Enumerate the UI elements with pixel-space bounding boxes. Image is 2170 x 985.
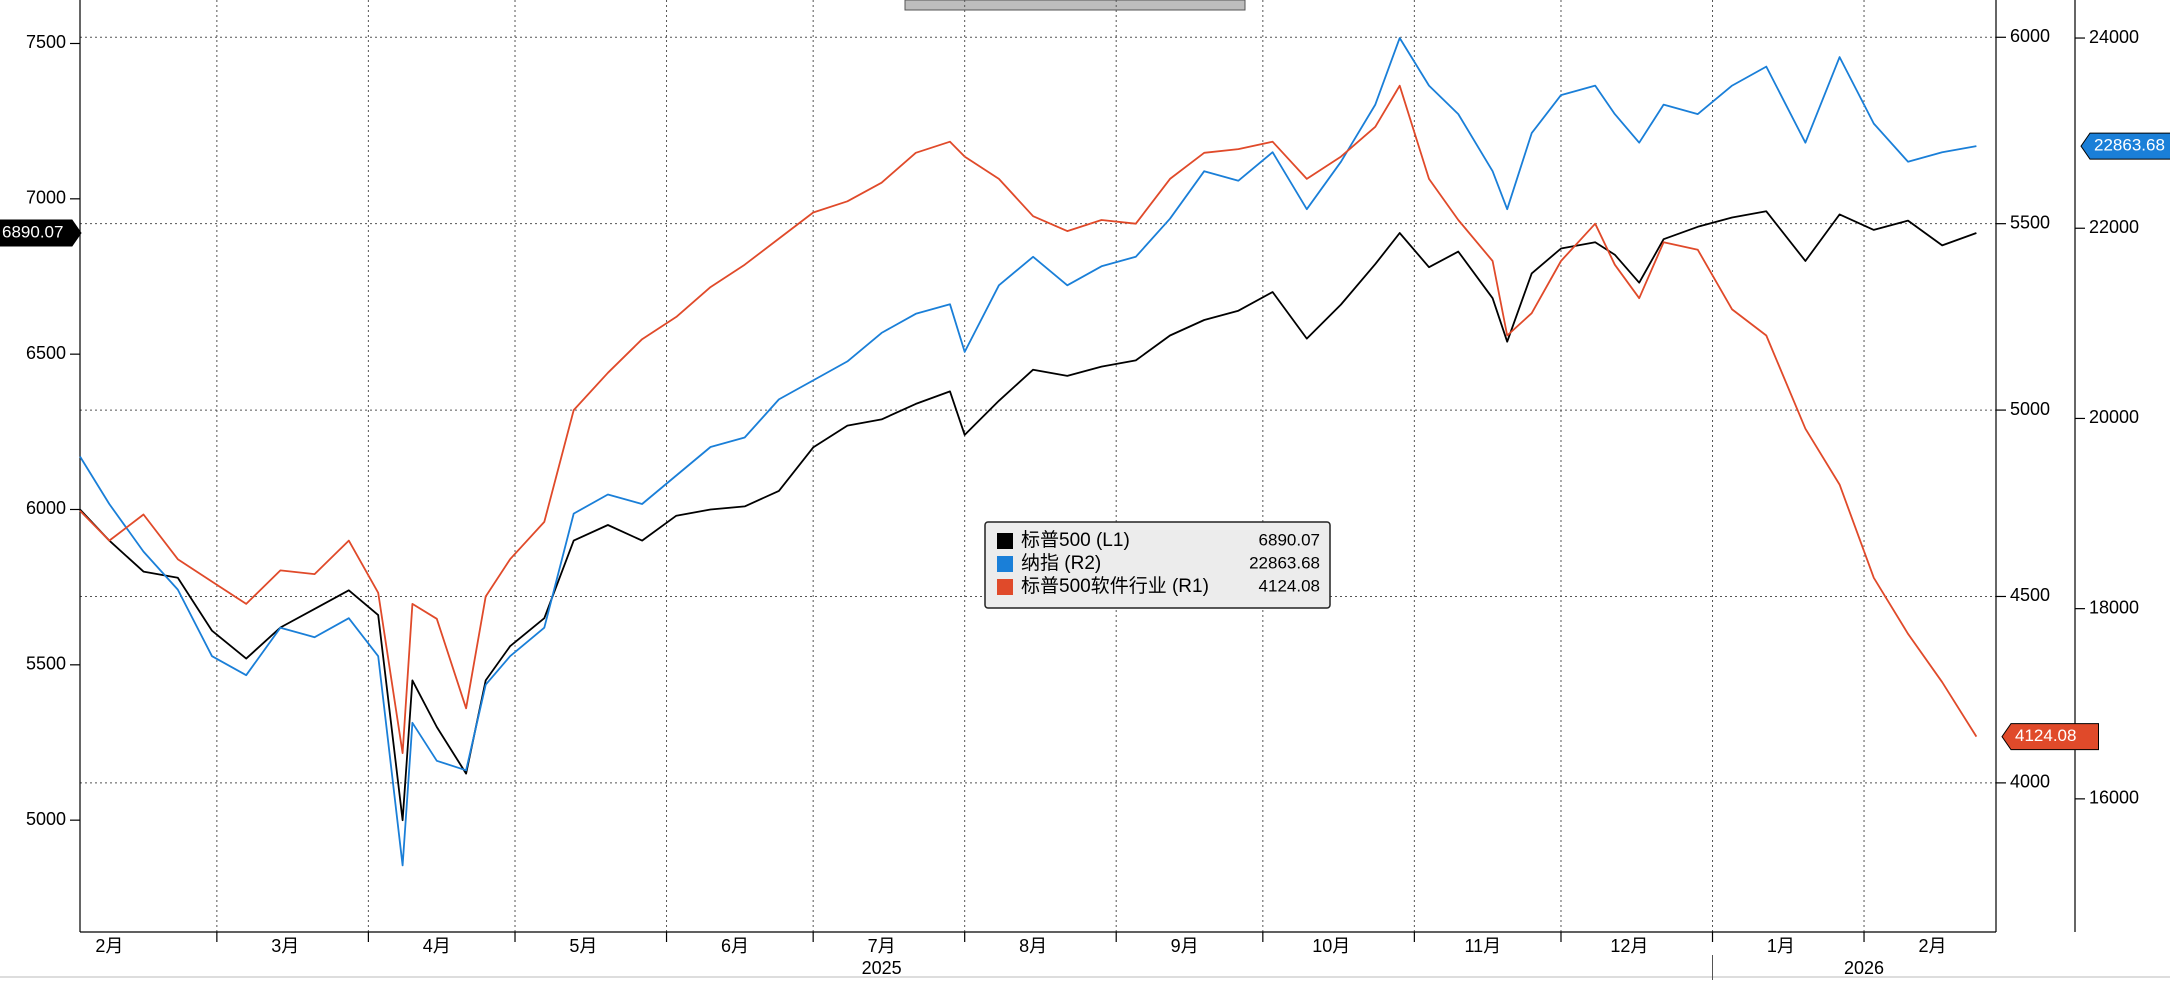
legend-swatch xyxy=(997,579,1013,595)
tick-label: 5000 xyxy=(26,809,66,829)
tick-label: 5500 xyxy=(26,654,66,674)
tick-label: 4500 xyxy=(2010,585,2050,605)
value-badge-1: 22863.68 xyxy=(2080,132,2170,160)
month-label: 6月 xyxy=(721,936,749,956)
legend-box xyxy=(984,521,1331,609)
series-line-2 xyxy=(79,84,1978,754)
month-label: 11月 xyxy=(1464,936,1501,956)
series-line-0 xyxy=(79,210,1977,822)
series-layer xyxy=(79,37,1978,867)
tick-label: 5000 xyxy=(2010,399,2050,419)
value-badge-2: 4124.08 xyxy=(2001,723,2099,751)
value-badge-text: 6890.07 xyxy=(2,222,63,241)
tick-label: 16000 xyxy=(2089,788,2139,808)
month-label: 12月 xyxy=(1610,936,1648,956)
value-badges: 6890.07 22863.68 4124.08 xyxy=(0,132,2170,751)
legend-value: 22863.68 xyxy=(1249,553,1320,572)
legend-swatch xyxy=(997,556,1013,572)
month-label: 2月 xyxy=(95,936,123,956)
tick-label: 4000 xyxy=(2010,772,2050,792)
tick-label: 6000 xyxy=(26,498,66,518)
grid xyxy=(80,0,1996,932)
value-badge-text: 22863.68 xyxy=(2094,136,2165,155)
legend-label: 标普500 (L1) xyxy=(1021,529,1130,551)
month-label: 2月 xyxy=(1918,936,1946,956)
value-badge-text: 4124.08 xyxy=(2015,726,2076,745)
month-label: 3月 xyxy=(271,936,299,956)
series-line-1 xyxy=(79,37,1977,867)
legend: 标普500 (L1) 6890.07 纳指 (R2) 22863.68 标普500软件行… xyxy=(984,521,1331,609)
month-label: 4月 xyxy=(423,936,451,956)
month-label: 1月 xyxy=(1767,936,1795,956)
tick-label: 7500 xyxy=(26,32,66,52)
month-label: 9月 xyxy=(1171,936,1199,956)
tick-label: 18000 xyxy=(2089,597,2139,617)
value-badge-0: 6890.07 xyxy=(0,219,82,247)
month-label: 10月 xyxy=(1312,936,1350,956)
tick-label: 20000 xyxy=(2089,407,2139,427)
month-label: 5月 xyxy=(569,936,597,956)
legend-value: 6890.07 xyxy=(1259,530,1320,549)
month-label: 8月 xyxy=(1019,936,1047,956)
tick-label: 6000 xyxy=(2010,26,2050,46)
legend-swatch xyxy=(997,533,1013,549)
toolbar-strip xyxy=(904,0,1246,11)
tick-label: 24000 xyxy=(2089,27,2139,47)
tick-label: 5500 xyxy=(2010,212,2050,232)
legend-label: 标普500软件行业 (R1) xyxy=(1021,575,1209,597)
tick-label: 22000 xyxy=(2089,217,2139,237)
month-label: 7月 xyxy=(868,936,896,956)
year-label: 2026 xyxy=(1844,958,1884,978)
tick-label: 6500 xyxy=(26,343,66,363)
legend-label: 纳指 (R2) xyxy=(1021,552,1101,574)
legend-value: 4124.08 xyxy=(1259,576,1320,595)
year-label: 2025 xyxy=(862,958,902,978)
tick-label: 7000 xyxy=(26,188,66,208)
